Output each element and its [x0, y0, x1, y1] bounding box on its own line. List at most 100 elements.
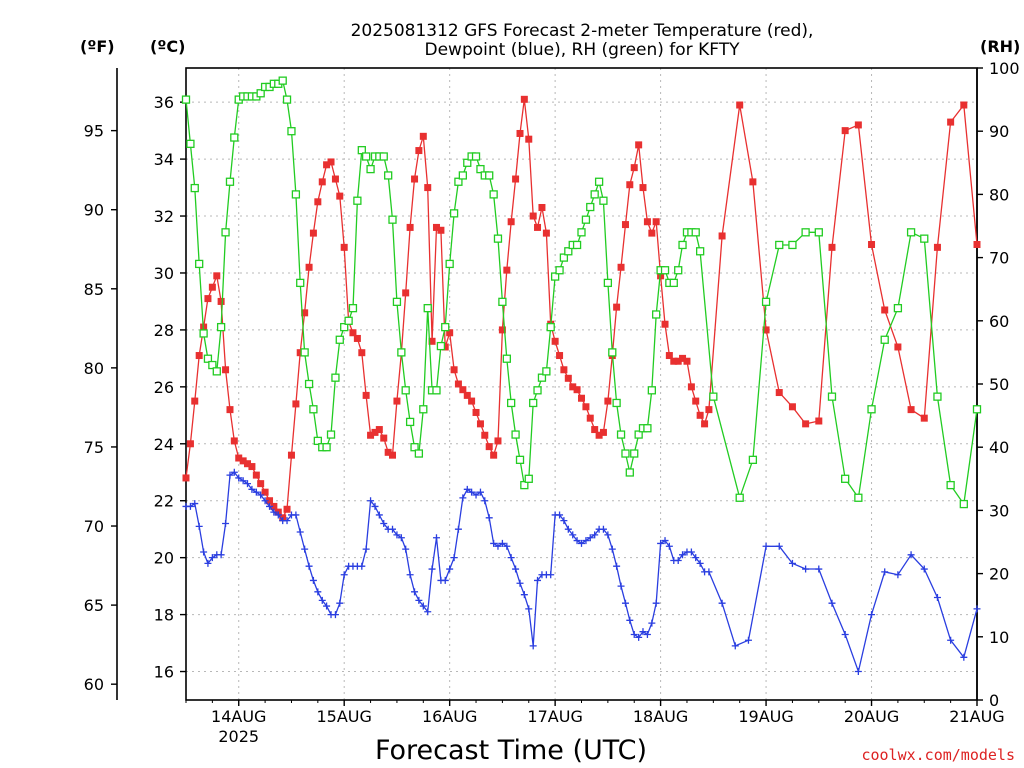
rh-unit-label: (RH) [980, 37, 1020, 56]
data-point [868, 611, 876, 619]
data-point [446, 565, 454, 573]
data-point [296, 528, 304, 536]
data-point [661, 320, 669, 328]
x-tick-label: 17AUG [527, 707, 582, 726]
data-point [507, 554, 515, 562]
data-point [459, 386, 467, 394]
data-point [827, 392, 837, 401]
data-point [213, 272, 221, 280]
data-point [358, 562, 366, 570]
data-point [639, 628, 647, 636]
data-point [652, 310, 661, 319]
data-point [257, 480, 265, 488]
data-point [612, 398, 621, 408]
data-point [582, 537, 590, 545]
data-point [432, 534, 440, 542]
data-point [472, 408, 480, 416]
data-point [406, 223, 414, 231]
data-point [335, 335, 344, 344]
data-point [841, 474, 850, 483]
data-point [296, 349, 304, 357]
data-point [542, 367, 551, 376]
rh-tick-label: 90 [989, 122, 1009, 141]
data-point [556, 352, 564, 360]
data-point [454, 380, 462, 388]
data-point [736, 101, 744, 109]
fahrenheit-tick-label: 60 [84, 675, 104, 694]
data-point [261, 488, 269, 496]
data-point [217, 297, 225, 305]
data-point [485, 514, 493, 522]
data-point [463, 391, 471, 399]
data-point [384, 448, 392, 456]
x-tick-label: 16AUG [422, 707, 477, 726]
data-point [762, 326, 770, 334]
data-point [679, 354, 687, 362]
data-point [397, 534, 405, 542]
data-point [476, 420, 484, 428]
data-point [340, 322, 349, 332]
series-line [185, 99, 978, 520]
data-point [959, 499, 968, 509]
data-point [239, 477, 247, 485]
data-point [630, 631, 638, 639]
data-point [586, 202, 595, 212]
celsius-tick-label: 18 [154, 606, 174, 625]
data-point [266, 502, 274, 510]
data-point [578, 539, 585, 547]
data-point [718, 232, 726, 240]
data-point [498, 326, 506, 334]
data-point [476, 164, 485, 174]
data-point [933, 594, 941, 602]
data-point [520, 95, 528, 103]
data-point [613, 303, 621, 311]
data-point [216, 322, 226, 332]
data-point [604, 531, 612, 539]
data-point [647, 386, 656, 395]
data-point [564, 247, 573, 256]
data-point [907, 406, 915, 414]
data-point [309, 229, 317, 237]
data-point [344, 316, 353, 325]
data-point [678, 240, 687, 250]
data-point [415, 596, 423, 604]
data-point [296, 278, 305, 288]
data-point [449, 209, 459, 218]
data-point [591, 426, 599, 434]
data-point [454, 177, 463, 186]
data-point [397, 348, 406, 357]
data-point [520, 591, 528, 599]
data-point [389, 451, 397, 459]
data-point [468, 488, 476, 496]
data-point [432, 223, 440, 231]
data-point [626, 616, 634, 624]
rh-tick-label: 100 [989, 59, 1020, 78]
data-point [648, 619, 656, 627]
data-point [572, 240, 582, 250]
series-group [181, 76, 982, 676]
data-point [608, 545, 616, 553]
data-point [604, 397, 612, 405]
data-point [428, 337, 436, 345]
data-point [529, 642, 537, 650]
data-point [301, 309, 309, 317]
data-point [361, 152, 371, 161]
data-point [248, 485, 256, 493]
data-point [867, 405, 876, 414]
data-point [643, 631, 651, 639]
data-point [493, 234, 503, 243]
series-temperature [182, 95, 981, 522]
celsius-tick-label: 22 [154, 492, 174, 511]
data-point [555, 266, 564, 275]
data-point [973, 605, 981, 613]
data-point [581, 215, 591, 224]
data-point [775, 240, 784, 250]
data-point [920, 565, 928, 573]
data-point [393, 397, 401, 405]
data-point [318, 596, 326, 604]
data-point [314, 588, 322, 596]
data-point [282, 95, 292, 104]
chart-title-line-2: Dewpoint (blue), RH (green) for KFTY [425, 40, 741, 60]
data-point [371, 502, 379, 510]
data-point [749, 178, 757, 186]
